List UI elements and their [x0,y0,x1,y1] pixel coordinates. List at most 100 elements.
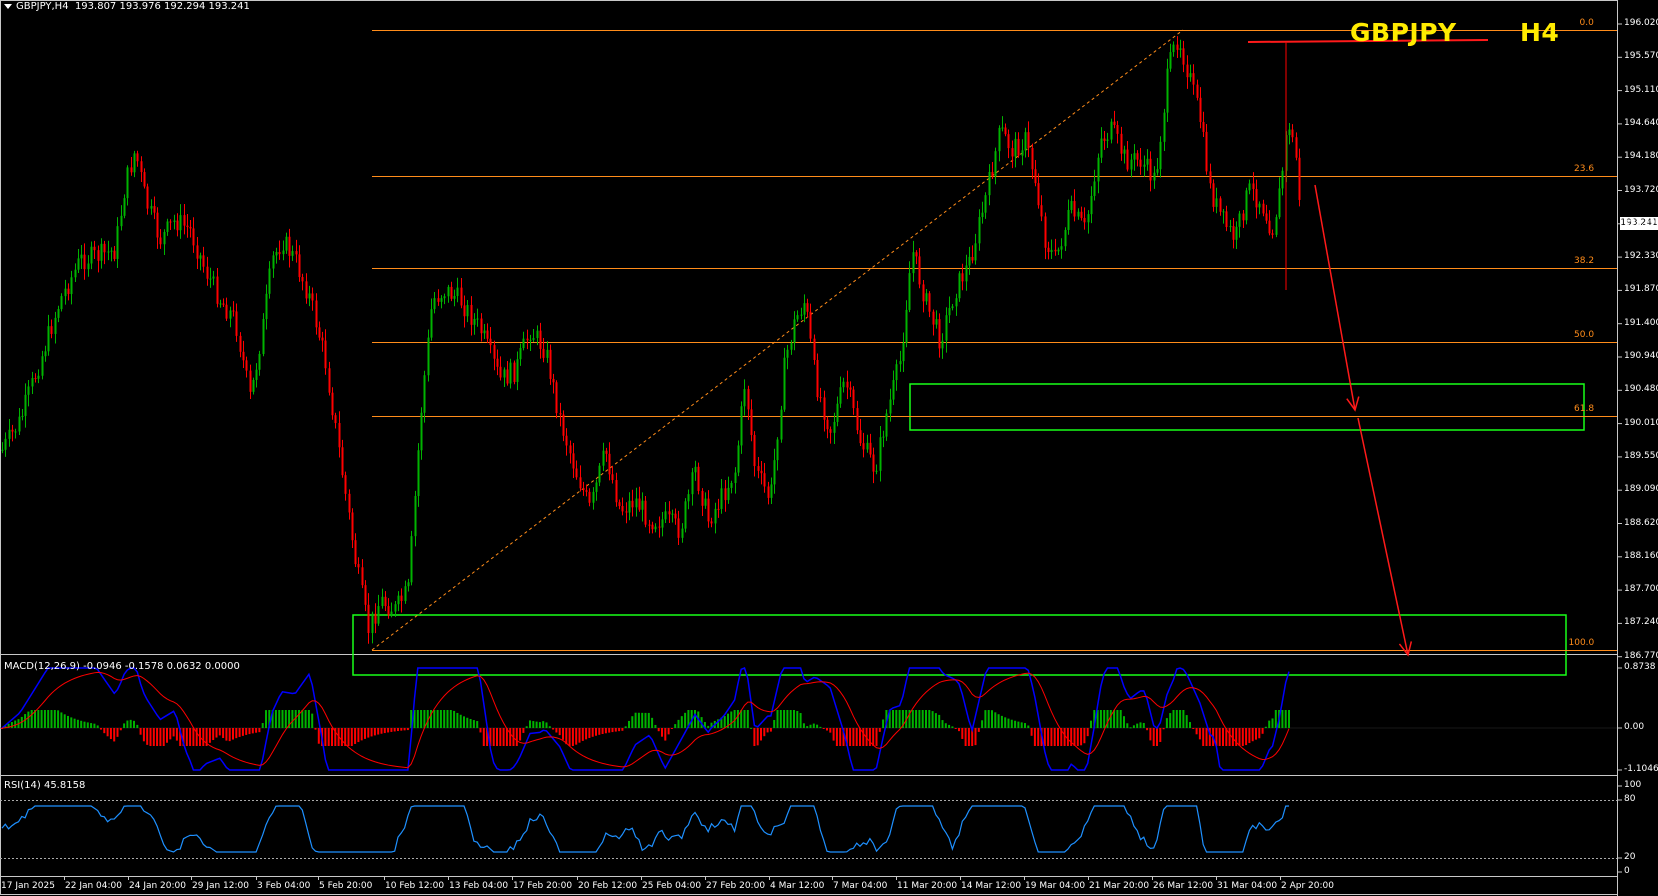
macd-histogram-bar [156,728,159,746]
macd-histogram-bar [380,728,383,734]
macd-histogram-bar [905,710,908,728]
candle-body [377,606,380,624]
candle-body [166,221,169,232]
macd-histogram-bar [357,728,360,743]
candle-body [192,228,195,246]
macd-histogram-bar [433,710,436,728]
macd-histogram-bar [453,710,456,728]
candle-body [856,408,859,431]
macd-histogram-bar [522,728,525,733]
candle-body [539,330,542,349]
candle-body [417,450,420,496]
macd-histogram-bar [34,710,36,728]
macd-histogram-bar [304,710,307,728]
candle-body [677,518,680,538]
macd-histogram-bar [535,721,538,728]
macd-histogram-bar [941,720,944,728]
rsi-axis-label: 0 [1624,866,1630,876]
macd-histogram-bar [370,728,373,737]
candle-body [984,195,987,213]
candle-body [235,311,238,336]
macd-histogram-bar [185,728,188,746]
candle-body [113,250,116,259]
macd-histogram-bar [27,711,30,728]
price-axis-label: 190.010 [1624,417,1658,428]
candle-body [156,212,159,238]
macd-histogram-bar [760,728,762,741]
forecast-arrow-first-head [1346,396,1360,412]
macd-histogram-bar [50,710,53,728]
macd-histogram-bar [281,710,284,728]
candle-body [720,488,723,509]
time-axis-label: 5 Feb 20:00 [319,881,373,891]
macd-histogram-bar [1271,718,1274,728]
fib-level-label: 100.0 [1568,638,1595,648]
macd-histogram-bar [1225,728,1228,746]
candle-body [387,606,390,616]
macd-histogram-bar [736,710,739,728]
candle-body [1007,134,1010,149]
macd-histogram-bar [83,721,86,728]
macd-histogram-bar [1284,710,1287,728]
candle-body [120,215,123,227]
macd-histogram-bar [284,710,287,728]
candle-body [222,303,225,305]
candle-body [1235,226,1238,240]
candle-body [1189,73,1192,78]
macd-histogram-bar [1063,728,1066,746]
pair-title: GBPJPY [1350,18,1457,47]
candle-body [315,300,318,328]
macd-histogram-bar [862,728,865,746]
macd-histogram-bar [694,710,696,728]
macd-histogram-bar [14,720,17,728]
macd-histogram-bar [397,728,399,732]
macd-histogram-bar [674,724,677,728]
candle-body [70,277,73,295]
chart-header: GBPJPY,H4 193.807 193.976 192.294 193.24… [4,1,250,12]
candle-body [882,436,885,438]
candle-body [1014,138,1017,157]
macd-histogram-bar [307,710,310,728]
candle-body [526,338,529,341]
signal-line [1,671,1290,769]
candle-body [331,392,334,416]
candle-body [592,491,595,503]
macd-histogram-bar [80,720,83,728]
candle-body [727,487,730,501]
macd-histogram-bar [1281,710,1284,728]
candle-body [899,361,902,365]
macd-histogram-bar [133,720,135,728]
price-axis-label: 190.480 [1624,384,1658,395]
candle-body [1093,181,1096,196]
macd-histogram-bar [1231,728,1234,746]
candle-body [186,225,189,227]
candle-body [450,286,453,299]
candle-body [849,387,852,390]
fib-level-label: 50.0 [1574,330,1595,340]
macd-histogram-bar [1169,713,1172,728]
macd-histogram-bar [222,728,225,739]
macd-histogram-bar [1132,725,1135,728]
candle-body [225,304,228,319]
macd-histogram-bar [152,728,155,746]
candle-body [555,382,558,414]
macd-histogram-bar [443,710,446,728]
macd-histogram-bar [63,714,66,728]
candle-body [605,450,608,454]
macd-histogram-bar [1113,710,1116,728]
macd-histogram-bar [677,719,680,728]
candle-body [4,438,7,450]
macd-histogram-bar [773,719,776,728]
macd-histogram-bar [103,728,106,734]
candle-body [334,415,337,424]
candle-body [668,511,671,515]
macd-histogram-bar [1123,716,1125,728]
macd-histogram-bar [545,722,548,728]
candle-body [361,567,364,586]
dropdown-triangle-icon[interactable] [4,3,12,9]
macd-histogram-bar [1017,721,1020,728]
candle-body [1017,138,1020,156]
candle-body [390,611,393,616]
macd-histogram-bar [532,721,535,728]
